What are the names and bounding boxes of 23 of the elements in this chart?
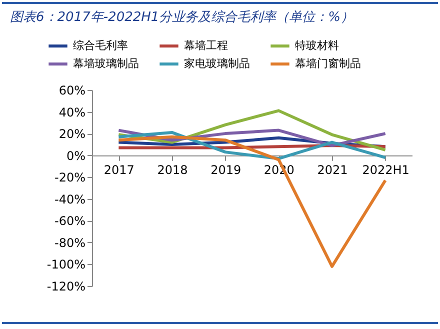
y-tick-label: -20%	[54, 170, 86, 185]
legend-label: 综合毛利率	[73, 39, 128, 52]
y-tick-label: -120%	[46, 280, 86, 294]
x-tick-label: 2019	[210, 162, 242, 177]
chart-title: 图表6：2017年-2022H1分业务及综合毛利率（单位：%）	[10, 9, 354, 26]
y-tick-label: -80%	[54, 236, 86, 250]
legend-label: 家电玻璃制品	[184, 57, 250, 70]
x-tick-label: 2018	[157, 162, 188, 177]
legend-label: 幕墙门窗制品	[295, 57, 361, 70]
legend-label: 幕墙工程	[184, 39, 228, 52]
y-tick-label: 60%	[58, 84, 86, 98]
legend-label: 幕墙玻璃制品	[73, 57, 139, 70]
y-tick-label: 0%	[66, 148, 86, 163]
y-tick-label: -40%	[54, 192, 86, 206]
y-tick-label: 40%	[58, 105, 86, 120]
x-tick-label: 2022H1	[362, 162, 410, 177]
y-tick-label: -60%	[54, 214, 86, 228]
x-tick-label: 2021	[317, 162, 348, 177]
line-series	[117, 130, 387, 160]
x-tick-label: 2017	[104, 162, 134, 177]
y-tick-label: 20%	[58, 127, 86, 142]
legend-label: 特玻材料	[295, 39, 339, 52]
y-tick-label: -100%	[46, 258, 86, 272]
